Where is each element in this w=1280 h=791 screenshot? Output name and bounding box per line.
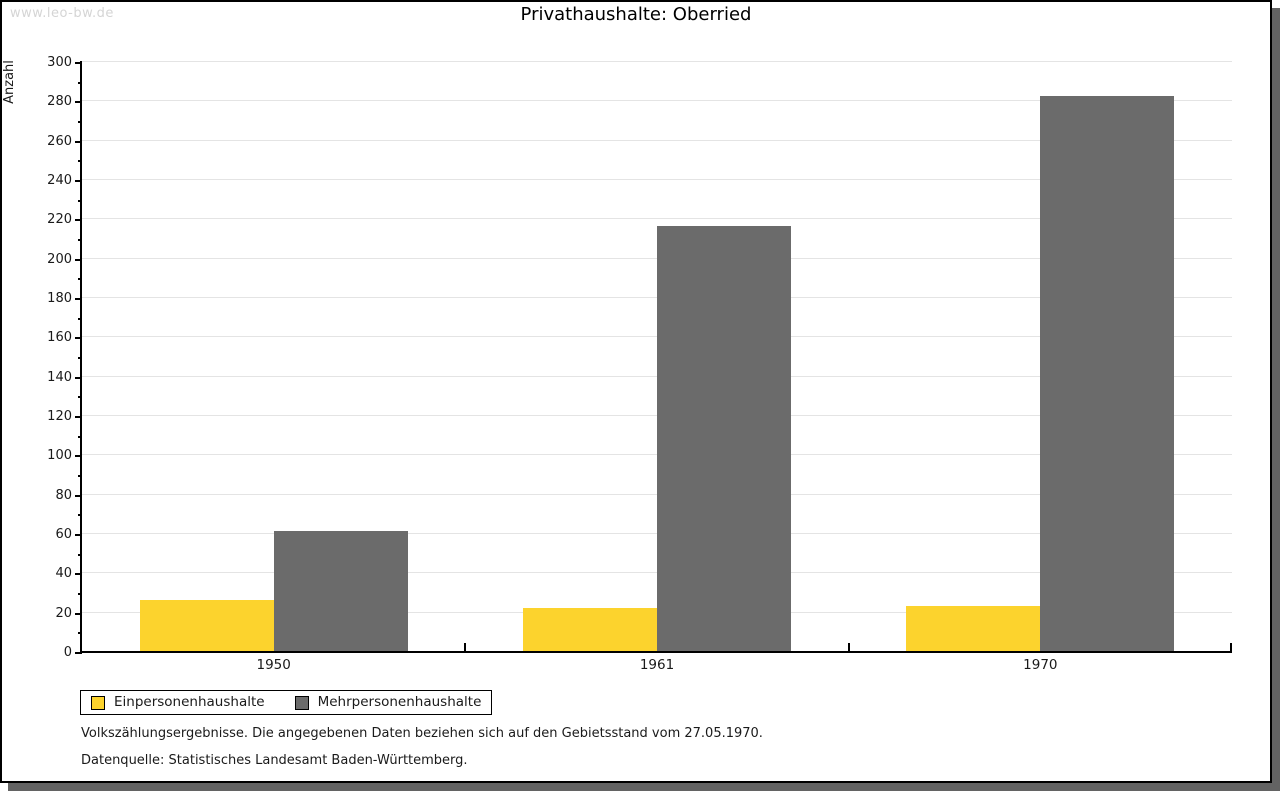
- y-tick-label-100: 100: [47, 448, 72, 464]
- y-axis-tick-0: [75, 652, 82, 654]
- y-tick-label-240: 240: [47, 173, 72, 188]
- x-tick-label-1961: 1961: [639, 657, 675, 673]
- y-axis-tick-180: [75, 298, 82, 300]
- y-axis-tick-280: [75, 101, 82, 104]
- y-axis-tick-300: [75, 62, 82, 64]
- legend-swatch-einpersonenhaushalte-icon: [91, 695, 105, 710]
- y-tick-label-180: 180: [47, 291, 72, 306]
- y-tick-label-80: 80: [55, 487, 72, 503]
- watermark: www.leo-bw.de: [10, 6, 114, 21]
- y-tick-label-20: 20: [55, 605, 72, 621]
- y-axis-ticks: 0 20 40 60 80 100 120 140 160 180 200 220 240 260 280 3…: [24, 55, 82, 660]
- legend-item-einpersonenhaushalte: Einpersonenhaushalte: [91, 695, 265, 710]
- footer-note: Volkszählungsergebnisse. Die angegebenen…: [81, 726, 763, 741]
- y-axis-tick-60: [75, 534, 82, 536]
- x-tick-label-1970: 1970: [1023, 657, 1058, 673]
- y-axis-tick-240: [75, 180, 82, 182]
- y-axis-tick-120: [75, 416, 82, 418]
- gridline-220: [82, 218, 1232, 220]
- bar-mehrpersonenhaushalte-1970: [1040, 96, 1175, 651]
- x-axis-tick: [1230, 643, 1232, 651]
- y-axis-tick-100: [75, 455, 82, 458]
- bar-einpersonenhaushalte-1970: [906, 605, 1041, 651]
- y-axis-tick-140: [75, 376, 82, 379]
- bar-einpersonenhaushalte-1961: [523, 607, 657, 651]
- legend-label-einpersonenhaushalte: Einpersonenhaushalte: [114, 694, 265, 710]
- y-tick-label-120: 120: [47, 409, 72, 424]
- gridline-280: [82, 100, 1232, 102]
- x-axis-tick: [464, 643, 467, 651]
- footer: Volkszählungsergebnisse. Die angegebenen…: [81, 726, 763, 780]
- y-axis-tick-260: [75, 140, 82, 143]
- y-tick-label-40: 40: [55, 566, 72, 582]
- y-axis-line: [80, 61, 82, 653]
- y-tick-label-0: 0: [63, 645, 72, 660]
- legend-swatch-mehrpersonenhaushalte-icon: [294, 695, 309, 710]
- chart-title: Privathaushalte: Oberried: [520, 4, 752, 25]
- bar-einpersonenhaushalte-1950: [139, 599, 274, 651]
- y-tick-label-140: 140: [47, 369, 72, 385]
- legend: Einpersonenhaushalte Mehrpersonenhaushal…: [80, 690, 493, 715]
- y-axis-label: Anzahl: [2, 60, 17, 104]
- bar-mehrpersonenhaushalte-1961: [657, 226, 791, 651]
- y-axis-tick-220: [75, 219, 82, 222]
- y-tick-label-200: 200: [47, 251, 72, 267]
- x-tick-label-1950: 1950: [256, 657, 291, 673]
- gridline-300: [82, 61, 1232, 62]
- legend-label-mehrpersonenhaushalte: Mehrpersonenhaushalte: [317, 694, 482, 710]
- x-axis-tick: [847, 643, 850, 651]
- x-axis-labels: 1950 1961 1970: [82, 655, 1232, 675]
- plot-area: [80, 61, 1232, 653]
- y-tick-label-60: 60: [55, 527, 72, 542]
- y-axis-tick-160: [75, 337, 82, 340]
- y-tick-label-280: 280: [47, 94, 72, 110]
- y-axis-tick-80: [75, 494, 82, 497]
- gridline-260: [82, 139, 1232, 141]
- y-tick-label-260: 260: [47, 133, 72, 149]
- y-axis-tick-200: [75, 258, 82, 261]
- bar-mehrpersonenhaushalte-1950: [273, 531, 408, 651]
- y-tick-label-220: 220: [47, 212, 72, 228]
- footer-source: Datenquelle: Statistisches Landesamt Bad…: [81, 753, 468, 768]
- y-axis-tick-20: [75, 612, 82, 615]
- legend-item-mehrpersonenhaushalte: Mehrpersonenhaushalte: [294, 694, 482, 710]
- x-axis-line: [80, 651, 1232, 653]
- gridline-240: [82, 179, 1232, 180]
- y-tick-label-160: 160: [47, 330, 72, 346]
- y-tick-label-300: 300: [47, 55, 72, 70]
- y-axis-tick-40: [75, 573, 82, 576]
